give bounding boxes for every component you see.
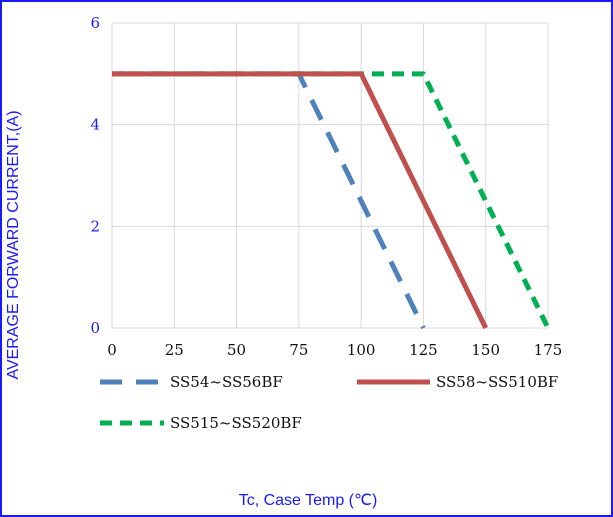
x-axis-title: Tc, Case Temp (℃) <box>239 492 378 509</box>
legend-label-0: SS54~SS56BF <box>170 373 283 391</box>
x-tick-label: 75 <box>289 341 308 359</box>
x-tick-labels: 0 25 50 75 100 125 150 175 <box>107 341 562 359</box>
x-tick-label: 0 <box>107 341 117 359</box>
y-tick-label: 6 <box>90 14 100 32</box>
x-tick-label: 175 <box>534 341 563 359</box>
y-tick-label: 2 <box>90 217 100 235</box>
y-tick-labels: 0 2 4 6 <box>90 14 100 337</box>
legend-label-2: SS515~SS520BF <box>170 414 302 432</box>
y-axis-title: AVERAGE FORWARD CURRENT,(A) <box>5 110 22 379</box>
series-lines <box>112 71 551 330</box>
x-tick-label: 50 <box>227 341 246 359</box>
x-tick-label: 150 <box>471 341 500 359</box>
y-tick-label: 4 <box>90 116 100 134</box>
series-line-2 <box>112 71 551 330</box>
series-line-0 <box>112 71 426 330</box>
x-tick-label: 25 <box>165 341 184 359</box>
legend-label-1: SS58~SS510BF <box>436 373 558 391</box>
y-tick-label: 0 <box>90 319 100 337</box>
series-line-1 <box>112 71 488 330</box>
x-tick-label: 125 <box>409 341 438 359</box>
legend: SS54~SS56BF SS58~SS510BF SS515~SS520BF <box>100 373 558 432</box>
x-tick-label: 100 <box>347 341 376 359</box>
grid <box>111 22 549 329</box>
